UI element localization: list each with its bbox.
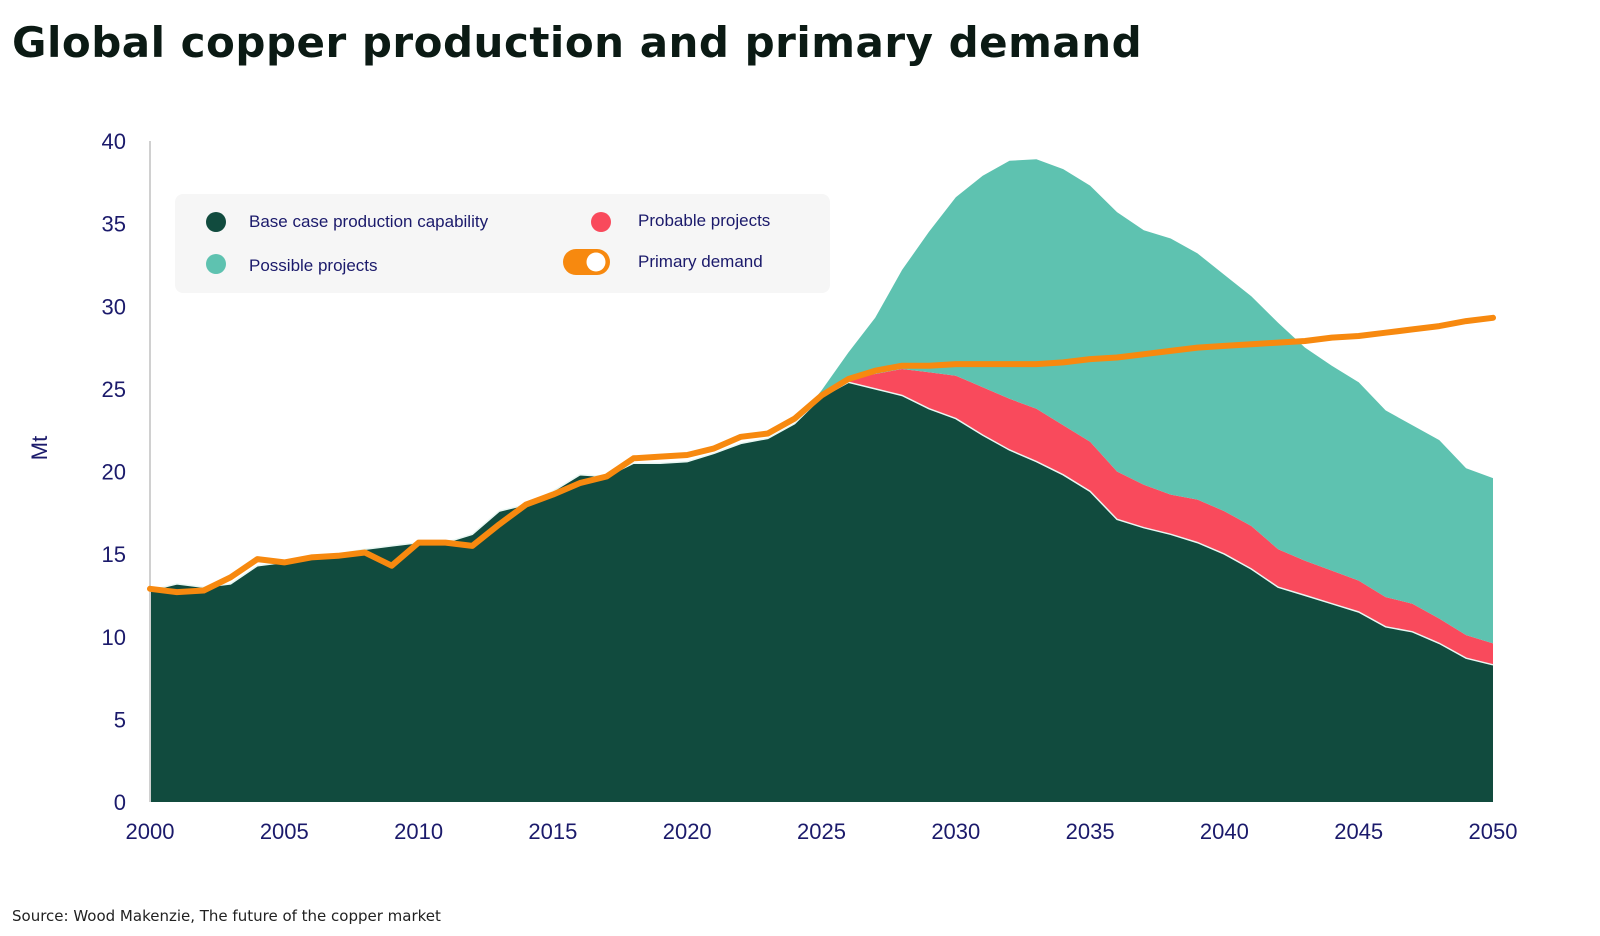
y-tick-label: 25	[102, 377, 126, 402]
legend-marker-probable	[591, 212, 611, 232]
area-layer	[150, 159, 1493, 802]
line-primary-demand	[147, 314, 1496, 596]
x-tick-label: 2015	[528, 819, 577, 844]
legend-marker-possible	[206, 254, 226, 274]
legend-marker-demand-toggle-icon	[563, 249, 610, 275]
legend-background	[175, 194, 830, 293]
y-axis-label: Mt	[27, 436, 52, 460]
demand-layer	[147, 314, 1496, 596]
legend-marker-base-case	[206, 212, 226, 232]
y-tick-label: 35	[102, 212, 126, 237]
area-base-case-production-capability	[150, 382, 1493, 802]
legend-label-base-case: Base case production capability	[249, 212, 489, 231]
y-tick-label: 40	[102, 129, 126, 154]
x-tick-label: 2030	[931, 819, 980, 844]
y-tick-label: 20	[102, 460, 126, 485]
source-note: Source: Wood Makenzie, The future of the…	[12, 907, 441, 925]
area-probable-projects	[150, 369, 1493, 665]
y-tick-label: 15	[102, 542, 126, 567]
legend: Base case production capability Possible…	[175, 194, 830, 293]
y-tick-label: 0	[114, 790, 126, 815]
x-tick-label: 2050	[1469, 819, 1518, 844]
y-tick-label: 5	[114, 707, 126, 732]
x-tick-label: 2040	[1200, 819, 1249, 844]
y-tick-label: 30	[102, 294, 126, 319]
x-axis-ticks: 2000 2005 2010 2015 2020 2025 2030 2035 2040 2045…	[126, 819, 1518, 844]
x-tick-label: 2045	[1334, 819, 1383, 844]
legend-label-demand: Primary demand	[638, 252, 763, 271]
y-axis-ticks: 0 5 10 15 20 25 30 35 40	[102, 129, 126, 815]
y-tick-label: 10	[102, 625, 126, 650]
x-tick-label: 2005	[260, 819, 309, 844]
x-tick-label: 2000	[126, 819, 175, 844]
chart-title: Global copper production and primary dem…	[12, 18, 1143, 67]
x-tick-label: 2020	[663, 819, 712, 844]
legend-label-probable: Probable projects	[638, 211, 770, 230]
x-tick-label: 2035	[1066, 819, 1115, 844]
legend-label-possible: Possible projects	[249, 256, 378, 275]
x-tick-label: 2025	[797, 819, 846, 844]
x-tick-label: 2010	[394, 819, 443, 844]
area-possible-projects	[150, 159, 1493, 644]
